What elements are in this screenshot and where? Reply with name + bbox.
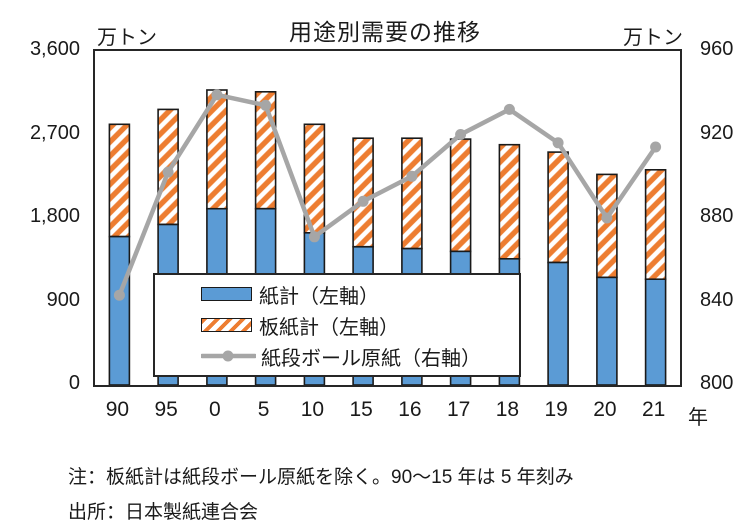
x-label-5: 5 bbox=[257, 398, 270, 421]
right-axis-unit-label: 万トン bbox=[623, 27, 683, 49]
legend-label-line: 紙段ボール原紙（右軸） bbox=[261, 347, 481, 370]
x-label-90: 90 bbox=[105, 398, 130, 421]
right-ticks-960: 960 bbox=[700, 38, 734, 60]
x-label-0: 0 bbox=[209, 398, 221, 421]
bar-paper-90 bbox=[108, 235, 131, 385]
legend-item-paper: 紙計（左軸） bbox=[201, 282, 519, 308]
line-marker-95 bbox=[162, 166, 174, 178]
x-label-17: 17 bbox=[446, 398, 471, 421]
x-axis-suffix-label: 年 bbox=[688, 407, 708, 429]
line-marker-15 bbox=[357, 195, 369, 207]
left-ticks-900: 900 bbox=[46, 288, 80, 311]
legend-item-line: 紙段ボール原紙（右軸） bbox=[199, 344, 519, 370]
x-label-21: 21 bbox=[641, 398, 666, 421]
x-label-20: 20 bbox=[593, 398, 617, 421]
bar-board-17 bbox=[449, 138, 472, 253]
bar-board-21 bbox=[644, 169, 667, 281]
right-ticks-880: 880 bbox=[700, 205, 734, 227]
bar-paper-20 bbox=[596, 276, 618, 385]
left-ticks-0: 0 bbox=[68, 372, 80, 394]
x-label-10: 10 bbox=[300, 398, 325, 421]
legend-label-paper: 紙計（左軸） bbox=[259, 285, 379, 308]
bar-board-18 bbox=[498, 143, 521, 260]
board-hatch-swatch-icon bbox=[201, 318, 252, 332]
x-label-15: 15 bbox=[349, 398, 373, 421]
chart-legend: 紙計（左軸） 板紙計（左軸） 紙段ボール原紙（右軸） bbox=[153, 273, 521, 377]
line-marker-5 bbox=[260, 99, 272, 111]
note-line-2: 出所：日本製紙連合会 bbox=[68, 502, 259, 523]
line-marker-90 bbox=[113, 289, 125, 301]
line-marker-21 bbox=[650, 141, 662, 153]
bar-board-20 bbox=[596, 173, 618, 279]
right-ticks-800: 800 bbox=[700, 372, 734, 394]
line-marker-swatch-icon bbox=[199, 349, 258, 363]
note-line-1: 注：板紙計は紙段ボール原紙を除く。90～15 年は 5 年刻み bbox=[68, 467, 574, 488]
x-label-18: 18 bbox=[495, 398, 520, 421]
right-ticks-920: 920 bbox=[700, 121, 734, 144]
paper-bar-swatch-icon bbox=[201, 287, 252, 301]
line-marker-0 bbox=[211, 89, 223, 101]
bar-paper-21 bbox=[644, 278, 667, 385]
left-ticks-1,800: 1,800 bbox=[29, 205, 80, 227]
left-axis-unit-label: 万トン bbox=[97, 27, 157, 49]
bar-board-19 bbox=[547, 151, 569, 264]
x-label-19: 19 bbox=[544, 398, 568, 421]
line-series bbox=[117, 92, 658, 298]
legend-item-board: 板紙計（左軸） bbox=[201, 313, 519, 339]
line-marker-10 bbox=[308, 231, 320, 243]
bar-board-90 bbox=[108, 123, 131, 238]
line-marker-20 bbox=[601, 212, 613, 224]
right-ticks-840: 840 bbox=[700, 288, 734, 311]
line-marker-18 bbox=[503, 103, 515, 115]
x-label-16: 16 bbox=[398, 398, 422, 421]
left-ticks-3,600: 3,600 bbox=[29, 38, 80, 60]
footnotes: 注：板紙計は紙段ボール原紙を除く。90～15 年は 5 年刻み 出所：日本製紙連… bbox=[68, 460, 574, 530]
left-ticks-2,700: 2,700 bbox=[29, 121, 80, 144]
line-marker-17 bbox=[455, 129, 467, 140]
line-marker-16 bbox=[406, 170, 418, 182]
line-marker-19 bbox=[552, 137, 564, 149]
bar-board-16 bbox=[401, 137, 423, 250]
x-label-95: 95 bbox=[154, 398, 178, 421]
legend-label-board: 板紙計（左軸） bbox=[259, 316, 399, 339]
bar-board-15 bbox=[352, 137, 374, 248]
chart-title: 用途別需要の推移 bbox=[289, 19, 481, 45]
bar-paper-19 bbox=[547, 261, 569, 385]
